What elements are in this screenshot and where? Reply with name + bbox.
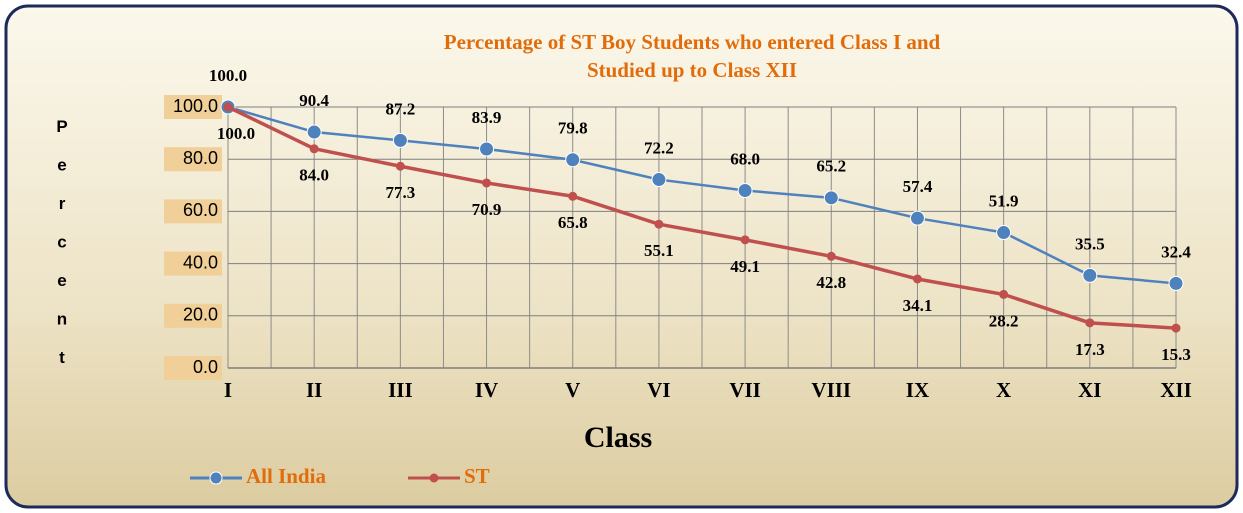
- data-label: 35.5: [1075, 234, 1105, 253]
- data-label: 90.4: [299, 91, 329, 110]
- point: [395, 161, 405, 171]
- y-tick-label: 60.0: [183, 200, 218, 220]
- point: [654, 219, 664, 229]
- y-axis-letter: n: [57, 310, 67, 329]
- x-tick-label: II: [306, 378, 322, 402]
- y-tick-label-bg: [164, 303, 222, 328]
- y-tick-label-bg: [164, 356, 222, 380]
- point: [823, 190, 839, 206]
- y-axis-letter: c: [57, 233, 66, 252]
- x-tick-label: III: [388, 378, 413, 402]
- data-label: 15.3: [1161, 345, 1191, 364]
- point: [223, 102, 233, 112]
- x-tick-label: IX: [906, 378, 929, 402]
- x-tick-label: V: [565, 378, 580, 402]
- point: [565, 152, 581, 168]
- y-axis-letter: t: [59, 348, 65, 367]
- y-tick-label: 80.0: [183, 148, 218, 168]
- y-tick-label-bg: [164, 251, 222, 276]
- data-label: 28.2: [989, 311, 1019, 330]
- data-label: 65.2: [816, 157, 846, 176]
- data-label: 83.9: [472, 108, 502, 127]
- x-tick-label: X: [996, 378, 1011, 402]
- point: [651, 172, 667, 188]
- legend-label: ST: [464, 464, 490, 488]
- data-label: 79.8: [558, 119, 588, 138]
- data-label: 34.1: [903, 296, 933, 315]
- data-label: 49.1: [730, 257, 760, 276]
- y-axis-letter: P: [56, 117, 67, 136]
- data-label: 100.0: [217, 124, 255, 143]
- y-tick-label: 100.0: [173, 96, 218, 116]
- y-tick-label: 40.0: [183, 252, 218, 272]
- point: [568, 191, 578, 201]
- point: [909, 210, 925, 226]
- y-tick-label-bg: [164, 147, 222, 172]
- chart-subtitle: Studied up to Class XII: [587, 58, 797, 82]
- series-line: [227, 105, 1177, 285]
- x-tick-label: XI: [1078, 378, 1101, 402]
- point: [740, 235, 750, 245]
- chart-title: Percentage of ST Boy Students who entere…: [444, 30, 941, 54]
- point: [1168, 275, 1184, 291]
- point: [1085, 318, 1095, 328]
- legend-label: All India: [246, 464, 326, 488]
- legend-marker: [429, 473, 439, 483]
- x-tick-label: VI: [647, 378, 670, 402]
- point: [826, 251, 836, 261]
- point: [482, 178, 492, 188]
- y-tick-label: 20.0: [183, 305, 218, 325]
- y-tick-label-bg: [164, 199, 222, 224]
- point: [392, 132, 408, 148]
- data-label: 17.3: [1075, 340, 1105, 359]
- data-label: 77.3: [385, 183, 415, 202]
- x-tick-label: VII: [729, 378, 761, 402]
- y-axis-letter: r: [59, 194, 66, 213]
- point: [1171, 323, 1181, 333]
- y-tick-label-bg: [164, 95, 222, 119]
- point: [912, 274, 922, 284]
- x-tick-label: I: [224, 378, 232, 402]
- legend-marker: [209, 471, 223, 485]
- data-label: 65.8: [558, 213, 588, 232]
- data-label: 68.0: [730, 149, 760, 168]
- point: [479, 141, 495, 157]
- point: [309, 144, 319, 154]
- y-axis-letter: e: [57, 156, 66, 175]
- data-label: 42.8: [816, 273, 846, 292]
- point: [999, 289, 1009, 299]
- data-label: 72.2: [644, 138, 674, 157]
- data-label: 32.4: [1161, 242, 1191, 261]
- x-axis-label: Class: [584, 421, 652, 454]
- point: [996, 225, 1012, 241]
- data-label: 55.1: [644, 241, 674, 260]
- point: [737, 183, 753, 199]
- data-label: 100.0: [209, 66, 247, 85]
- data-label: 57.4: [903, 177, 933, 196]
- data-label: 84.0: [299, 166, 329, 185]
- data-label: 51.9: [989, 191, 1019, 210]
- data-label: 87.2: [385, 99, 415, 118]
- point: [306, 124, 322, 140]
- x-tick-label: VIII: [811, 378, 851, 402]
- point: [1082, 267, 1098, 283]
- x-tick-label: XII: [1160, 378, 1192, 402]
- series-line: [227, 105, 1177, 330]
- y-axis-letter: e: [57, 271, 66, 290]
- x-tick-label: IV: [475, 378, 498, 402]
- data-label: 70.9: [472, 200, 502, 219]
- y-tick-label: 0.0: [193, 357, 218, 377]
